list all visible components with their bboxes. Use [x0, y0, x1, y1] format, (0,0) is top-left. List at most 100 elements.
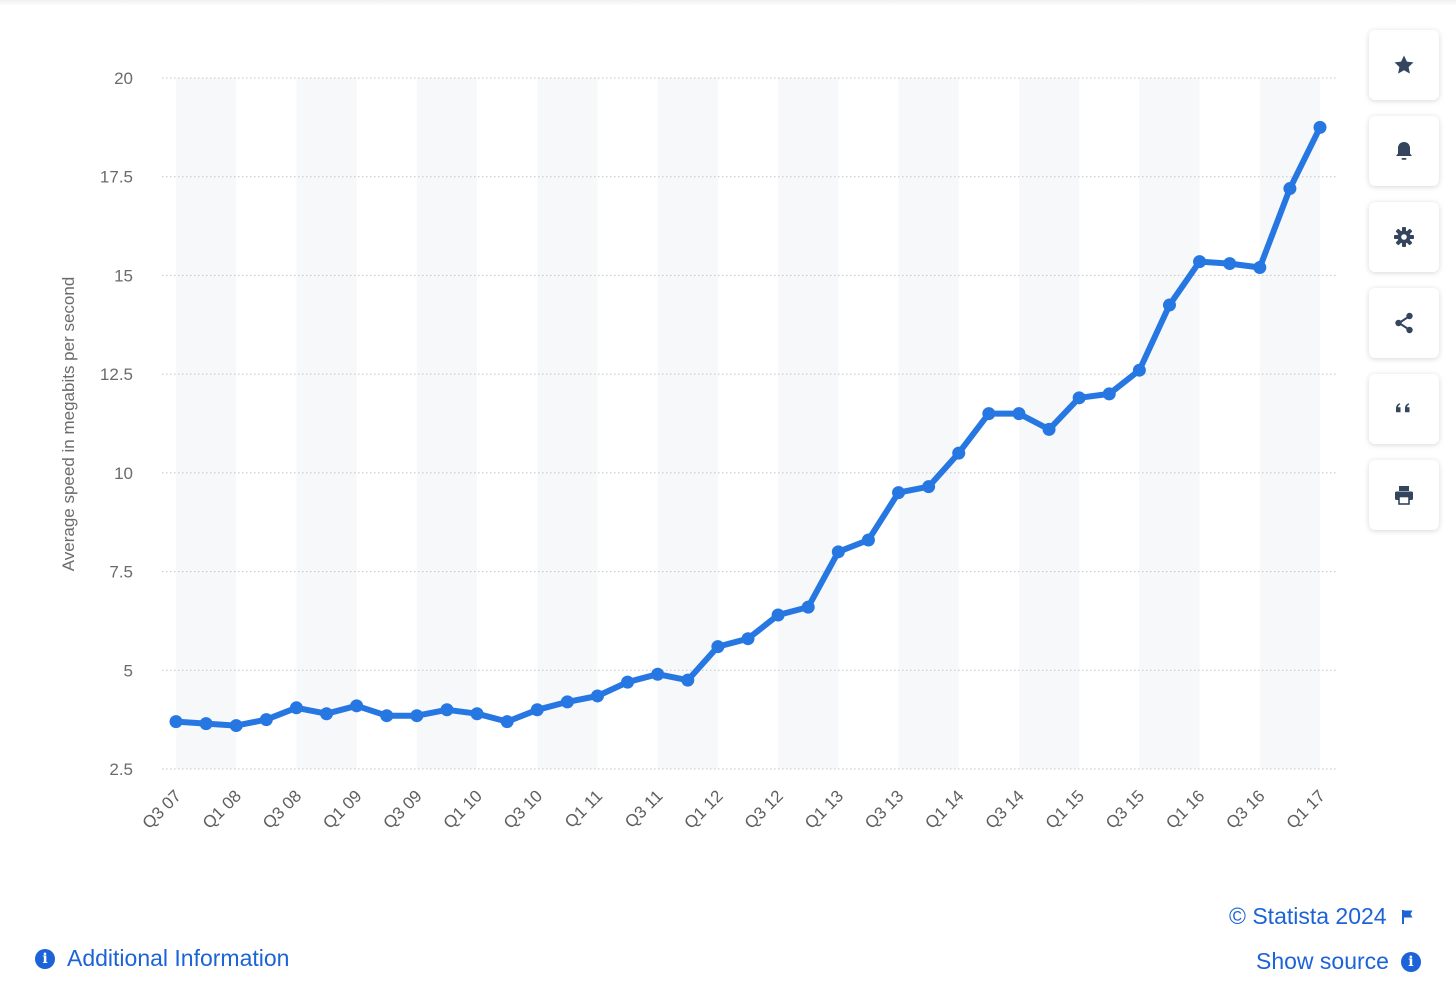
data-point[interactable] [1193, 255, 1207, 269]
flag-icon [1401, 909, 1413, 924]
notification-button[interactable] [1369, 116, 1439, 186]
data-point[interactable] [350, 699, 364, 713]
column-bands [176, 78, 1320, 769]
y-axis-title: Average speed in megabits per second [59, 277, 78, 572]
y-tick-label: 2.5 [109, 760, 133, 779]
series-layer [169, 120, 1327, 733]
info-icon: i [35, 948, 55, 969]
x-tick-label: Q1 08 [199, 786, 245, 832]
y-tick-label: 7.5 [109, 563, 133, 582]
data-point[interactable] [380, 709, 394, 723]
x-tick-label: Q3 08 [259, 786, 305, 832]
y-axis-ticks: 2.5 5 7.5 10 12.5 15 17.5 20 [100, 69, 133, 779]
data-point[interactable] [741, 632, 755, 646]
data-point[interactable] [1162, 298, 1176, 312]
x-tick-label: Q3 07 [139, 786, 185, 832]
data-point[interactable] [831, 545, 845, 559]
printer-icon [1395, 486, 1413, 505]
x-tick-label: Q3 16 [1222, 786, 1268, 832]
data-point[interactable] [621, 675, 635, 689]
x-tick-label: Q3 09 [379, 786, 425, 832]
chart-toolbar [1369, 30, 1439, 546]
line-chart: 2.5 5 7.5 10 12.5 15 17.5 20 Q3 07 Q1 08 Q3 08 Q1 … [59, 69, 1338, 833]
data-point[interactable] [169, 715, 183, 729]
x-tick-label: Q1 13 [801, 786, 847, 832]
data-point[interactable] [1042, 422, 1056, 436]
x-tick-label: Q3 10 [500, 786, 546, 832]
data-point[interactable] [289, 701, 303, 715]
data-point[interactable] [982, 407, 996, 421]
x-tick-label: Q1 17 [1283, 786, 1329, 832]
top-shadow [0, 0, 1456, 6]
y-tick-label: 17.5 [100, 168, 133, 187]
statista-copyright-link[interactable]: © Statista 2024 [1229, 903, 1415, 930]
column-band [657, 78, 718, 769]
settings-button[interactable] [1369, 202, 1439, 272]
gear-icon [1394, 227, 1414, 247]
data-point[interactable] [1223, 257, 1237, 271]
data-point[interactable] [892, 486, 906, 500]
additional-information-link[interactable]: i Additional Information [35, 945, 289, 972]
y-tick-label: 15 [114, 266, 133, 285]
column-band [416, 78, 478, 769]
data-point[interactable] [500, 715, 514, 729]
share-button[interactable] [1369, 288, 1439, 358]
data-point[interactable] [410, 709, 424, 723]
data-point[interactable] [952, 446, 966, 460]
data-point[interactable] [199, 717, 213, 731]
data-point[interactable] [470, 707, 484, 721]
data-point[interactable] [681, 673, 695, 687]
cite-button[interactable] [1369, 374, 1439, 444]
data-point[interactable] [320, 707, 334, 721]
x-tick-label: Q1 15 [1042, 786, 1088, 832]
additional-information-text: Additional Information [67, 945, 290, 971]
x-tick-label: Q1 10 [440, 786, 486, 832]
data-point[interactable] [1253, 261, 1267, 275]
x-tick-label: Q1 14 [921, 786, 967, 832]
data-point[interactable] [861, 533, 875, 547]
column-band [1259, 78, 1320, 769]
x-tick-label: Q3 11 [621, 786, 666, 831]
column-band [898, 78, 959, 769]
data-point[interactable] [801, 600, 815, 614]
x-tick-label: Q3 13 [861, 786, 907, 832]
data-point[interactable] [560, 695, 574, 709]
copyright-text: © Statista 2024 [1229, 903, 1387, 929]
share-icon [1395, 312, 1413, 334]
data-point[interactable] [651, 667, 665, 681]
data-point[interactable] [771, 608, 785, 622]
favorite-button[interactable] [1369, 30, 1439, 100]
y-tick-label: 5 [124, 661, 133, 680]
data-point[interactable] [711, 640, 725, 654]
info-icon: i [1400, 951, 1421, 972]
gridlines [162, 77, 1338, 770]
x-tick-label: Q1 11 [561, 786, 606, 831]
data-point[interactable] [1283, 182, 1297, 196]
data-point[interactable] [590, 689, 604, 703]
show-source-link[interactable]: Show source i [1256, 948, 1421, 975]
column-band [1139, 78, 1200, 769]
data-point[interactable] [259, 713, 273, 727]
data-point[interactable] [922, 480, 936, 494]
y-tick-label: 12.5 [100, 365, 133, 384]
column-band [537, 78, 598, 769]
star-icon [1394, 55, 1414, 74]
data-point[interactable] [1102, 387, 1116, 401]
column-band [778, 78, 839, 769]
data-point[interactable] [1313, 120, 1327, 134]
x-tick-label: Q1 16 [1162, 786, 1208, 832]
data-point[interactable] [440, 703, 454, 717]
x-tick-label: Q3 12 [741, 786, 787, 832]
data-point[interactable] [1072, 391, 1086, 405]
data-point[interactable] [1012, 407, 1026, 421]
x-axis-ticks: Q3 07 Q1 08 Q3 08 Q1 09 Q3 09 Q1 10 Q3 10 Q1 11… [139, 786, 1329, 832]
print-button[interactable] [1369, 460, 1439, 530]
y-tick-label: 20 [114, 69, 133, 88]
quote-icon [1396, 403, 1410, 413]
x-tick-label: Q3 15 [1102, 786, 1148, 832]
data-point[interactable] [530, 703, 544, 717]
data-point[interactable] [229, 719, 243, 733]
x-tick-label: Q1 12 [681, 786, 727, 832]
data-point[interactable] [1132, 363, 1146, 377]
x-tick-label: Q1 09 [319, 786, 365, 832]
